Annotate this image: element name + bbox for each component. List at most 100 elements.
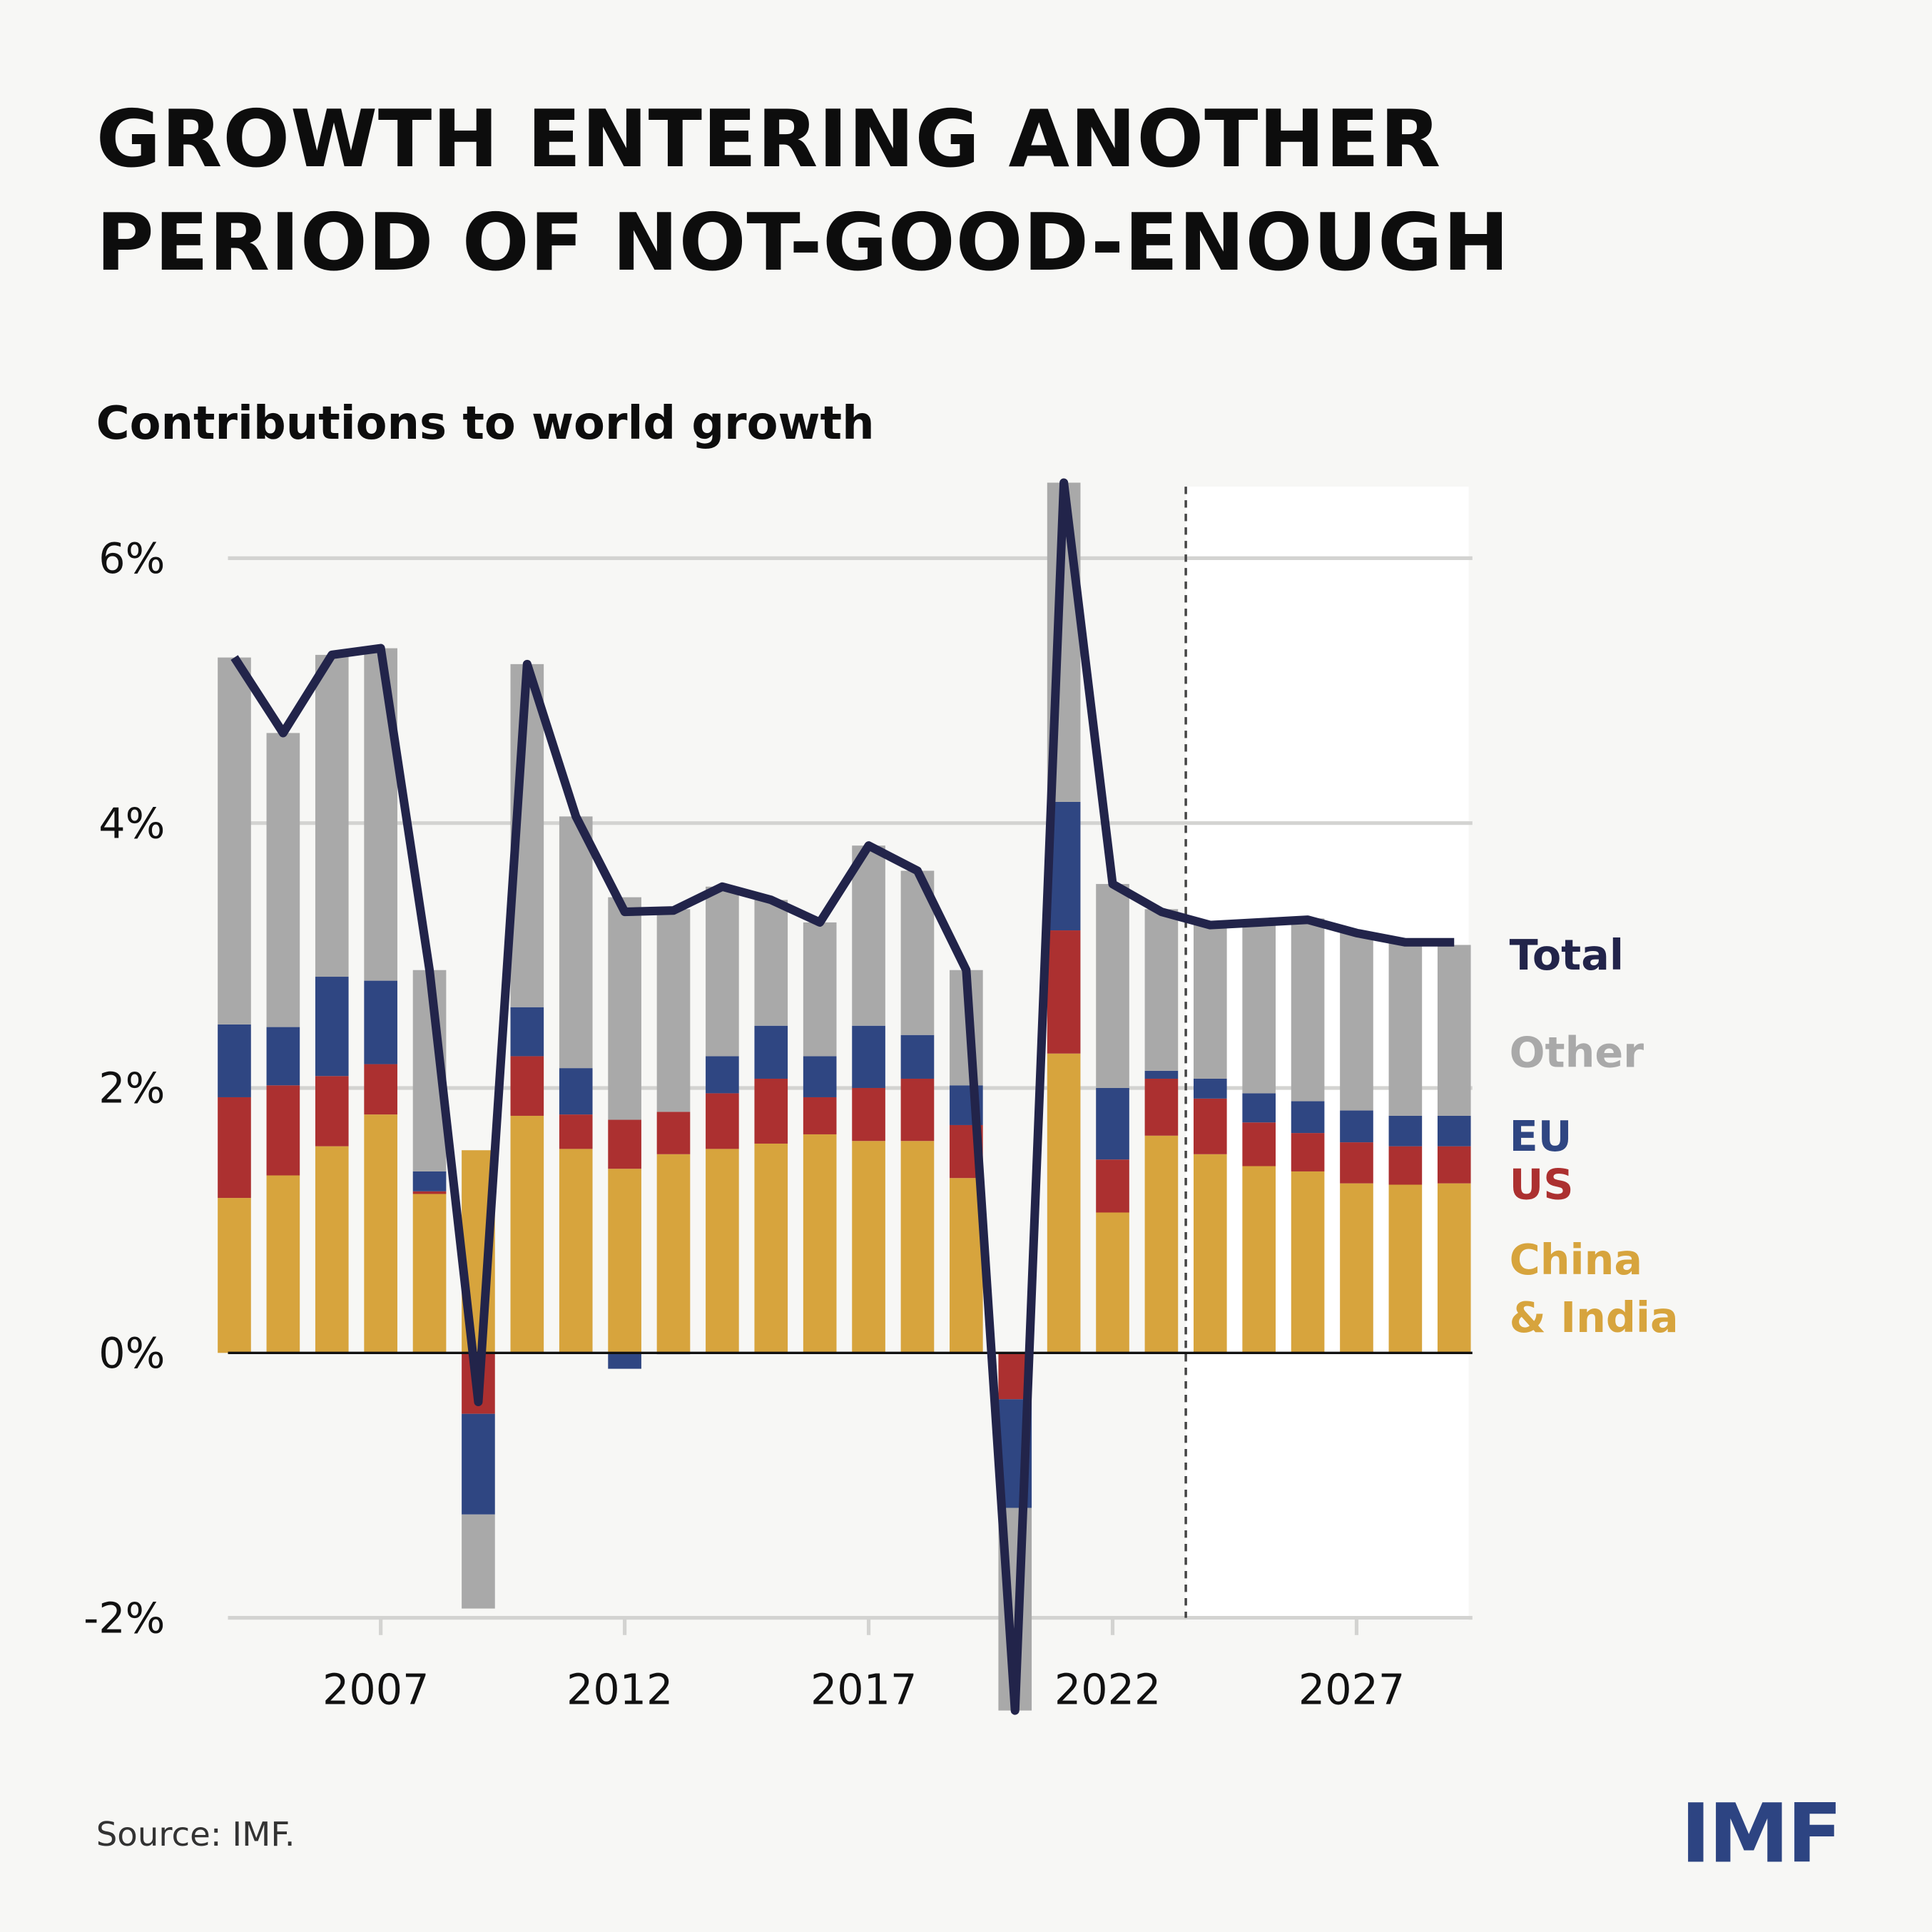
legend-label: Other bbox=[1510, 1029, 1644, 1077]
bar-china-2019 bbox=[950, 1178, 983, 1353]
bar-china-2015 bbox=[754, 1143, 788, 1353]
bar-other-2023 bbox=[1144, 909, 1179, 1071]
bar-stack-2018 bbox=[900, 870, 935, 1353]
bar-us-2021 bbox=[1047, 930, 1081, 1054]
y-tick-label: 6% bbox=[98, 534, 165, 583]
bar-us-2025 bbox=[1242, 1122, 1276, 1166]
bar-china-2028 bbox=[1388, 1184, 1423, 1353]
bar-other-2017 bbox=[852, 845, 885, 1026]
bar-eu-2016 bbox=[803, 1056, 837, 1097]
bar-us-2029 bbox=[1437, 1146, 1471, 1184]
bar-other-2012 bbox=[608, 897, 641, 1120]
bar-china-2018 bbox=[900, 1141, 935, 1353]
bar-stack-2010 bbox=[510, 664, 544, 1353]
title-line-1: GROWTH ENTERING ANOTHER bbox=[96, 94, 1442, 186]
x-tick-label: 2017 bbox=[810, 1665, 917, 1714]
bar-china-2006 bbox=[315, 1146, 349, 1353]
bar-other-2014 bbox=[706, 886, 739, 1057]
bar-eu-2011 bbox=[559, 1068, 593, 1115]
bar-stack-2015 bbox=[754, 900, 788, 1353]
bar-us-2027 bbox=[1340, 1142, 1373, 1184]
bar-eu-2026 bbox=[1291, 1101, 1325, 1134]
bar-us-2013 bbox=[656, 1112, 691, 1154]
x-tick-label: 2027 bbox=[1298, 1665, 1405, 1714]
bar-other-2013 bbox=[656, 909, 691, 1112]
imf-logo: IMF bbox=[1680, 1786, 1843, 1882]
bar-china-2024 bbox=[1193, 1154, 1227, 1353]
bar-other-2025 bbox=[1242, 920, 1276, 1094]
bar-us-2028 bbox=[1388, 1146, 1423, 1185]
bar-other-2022 bbox=[1096, 884, 1129, 1088]
bar-eu-2014 bbox=[706, 1056, 739, 1094]
bar-stack-2024 bbox=[1193, 922, 1227, 1353]
bar-us-2016 bbox=[803, 1097, 837, 1134]
x-tick-label: 2007 bbox=[322, 1665, 429, 1714]
bar-other-2029 bbox=[1437, 945, 1471, 1116]
page-title: GROWTH ENTERING ANOTHER PERIOD OF NOT-GO… bbox=[96, 88, 1510, 295]
bar-stack-2007 bbox=[364, 648, 397, 1353]
bar-stack-2027 bbox=[1340, 932, 1373, 1353]
bar-china-2004 bbox=[218, 1198, 251, 1353]
bar-stack-2011 bbox=[559, 816, 593, 1353]
bar-eu-2022 bbox=[1096, 1087, 1129, 1160]
bar-us-2004 bbox=[218, 1097, 251, 1199]
bar-eu-2024 bbox=[1193, 1078, 1227, 1099]
title-line-2: PERIOD OF NOT-GOOD-ENOUGH bbox=[96, 198, 1510, 290]
bar-china-2007 bbox=[364, 1114, 397, 1353]
y-tick-label: 2% bbox=[98, 1064, 165, 1113]
bar-us-2024 bbox=[1193, 1098, 1227, 1154]
bar-china-2013 bbox=[656, 1154, 691, 1353]
bar-stack-2012 bbox=[608, 897, 641, 1369]
bar-china-2029 bbox=[1437, 1183, 1471, 1353]
bar-stack-2028 bbox=[1388, 942, 1423, 1353]
bar-eu-2018 bbox=[900, 1034, 935, 1079]
bar-stack-2004 bbox=[218, 657, 251, 1353]
bar-other-2006 bbox=[315, 654, 349, 977]
bar-other-2024 bbox=[1193, 922, 1227, 1079]
bar-other-2009 bbox=[462, 1514, 495, 1609]
bar-stack-2026 bbox=[1291, 918, 1325, 1353]
bar-eu-2028 bbox=[1388, 1115, 1423, 1147]
bar-china-2022 bbox=[1096, 1212, 1129, 1353]
bar-stack-2025 bbox=[1242, 920, 1276, 1353]
bar-china-2012 bbox=[608, 1169, 641, 1353]
bar-other-2028 bbox=[1388, 942, 1423, 1116]
bar-eu-2006 bbox=[315, 977, 349, 1077]
bar-china-2025 bbox=[1242, 1166, 1276, 1353]
bar-china-2016 bbox=[803, 1134, 837, 1353]
bar-other-2027 bbox=[1340, 932, 1373, 1111]
bar-us-2007 bbox=[364, 1064, 397, 1115]
bar-china-2014 bbox=[706, 1149, 739, 1353]
bar-eu-2015 bbox=[754, 1025, 788, 1079]
y-tick-label: -2% bbox=[83, 1594, 165, 1642]
legend-label: Total bbox=[1510, 931, 1624, 980]
bar-china-2011 bbox=[559, 1149, 593, 1353]
bar-us-2010 bbox=[510, 1056, 544, 1116]
bar-stack-2008 bbox=[412, 970, 447, 1353]
legend-label: & India bbox=[1510, 1293, 1679, 1342]
legend-label: US bbox=[1510, 1160, 1574, 1209]
total-line bbox=[230, 478, 1455, 1715]
bar-other-2026 bbox=[1291, 918, 1325, 1102]
y-tick-label: 4% bbox=[98, 799, 165, 848]
bar-us-2005 bbox=[266, 1085, 300, 1176]
bar-stack-2017 bbox=[852, 845, 885, 1353]
bar-other-2011 bbox=[559, 816, 593, 1069]
bar-us-2023 bbox=[1144, 1078, 1179, 1136]
bar-eu-2012 bbox=[608, 1353, 641, 1369]
x-tick-label: 2022 bbox=[1054, 1665, 1161, 1714]
bar-stack-2005 bbox=[266, 733, 300, 1353]
bar-eu-2023 bbox=[1144, 1070, 1179, 1079]
bar-eu-2010 bbox=[510, 1007, 544, 1057]
bar-eu-2027 bbox=[1340, 1110, 1373, 1143]
bar-us-2017 bbox=[852, 1087, 885, 1142]
bar-us-2012 bbox=[608, 1119, 641, 1169]
bar-stack-2013 bbox=[656, 909, 691, 1355]
bar-eu-2008 bbox=[412, 1171, 447, 1191]
bar-china-2010 bbox=[510, 1115, 544, 1353]
bar-other-2005 bbox=[266, 733, 300, 1027]
bar-eu-2005 bbox=[266, 1027, 300, 1086]
bar-china-2017 bbox=[852, 1141, 885, 1353]
